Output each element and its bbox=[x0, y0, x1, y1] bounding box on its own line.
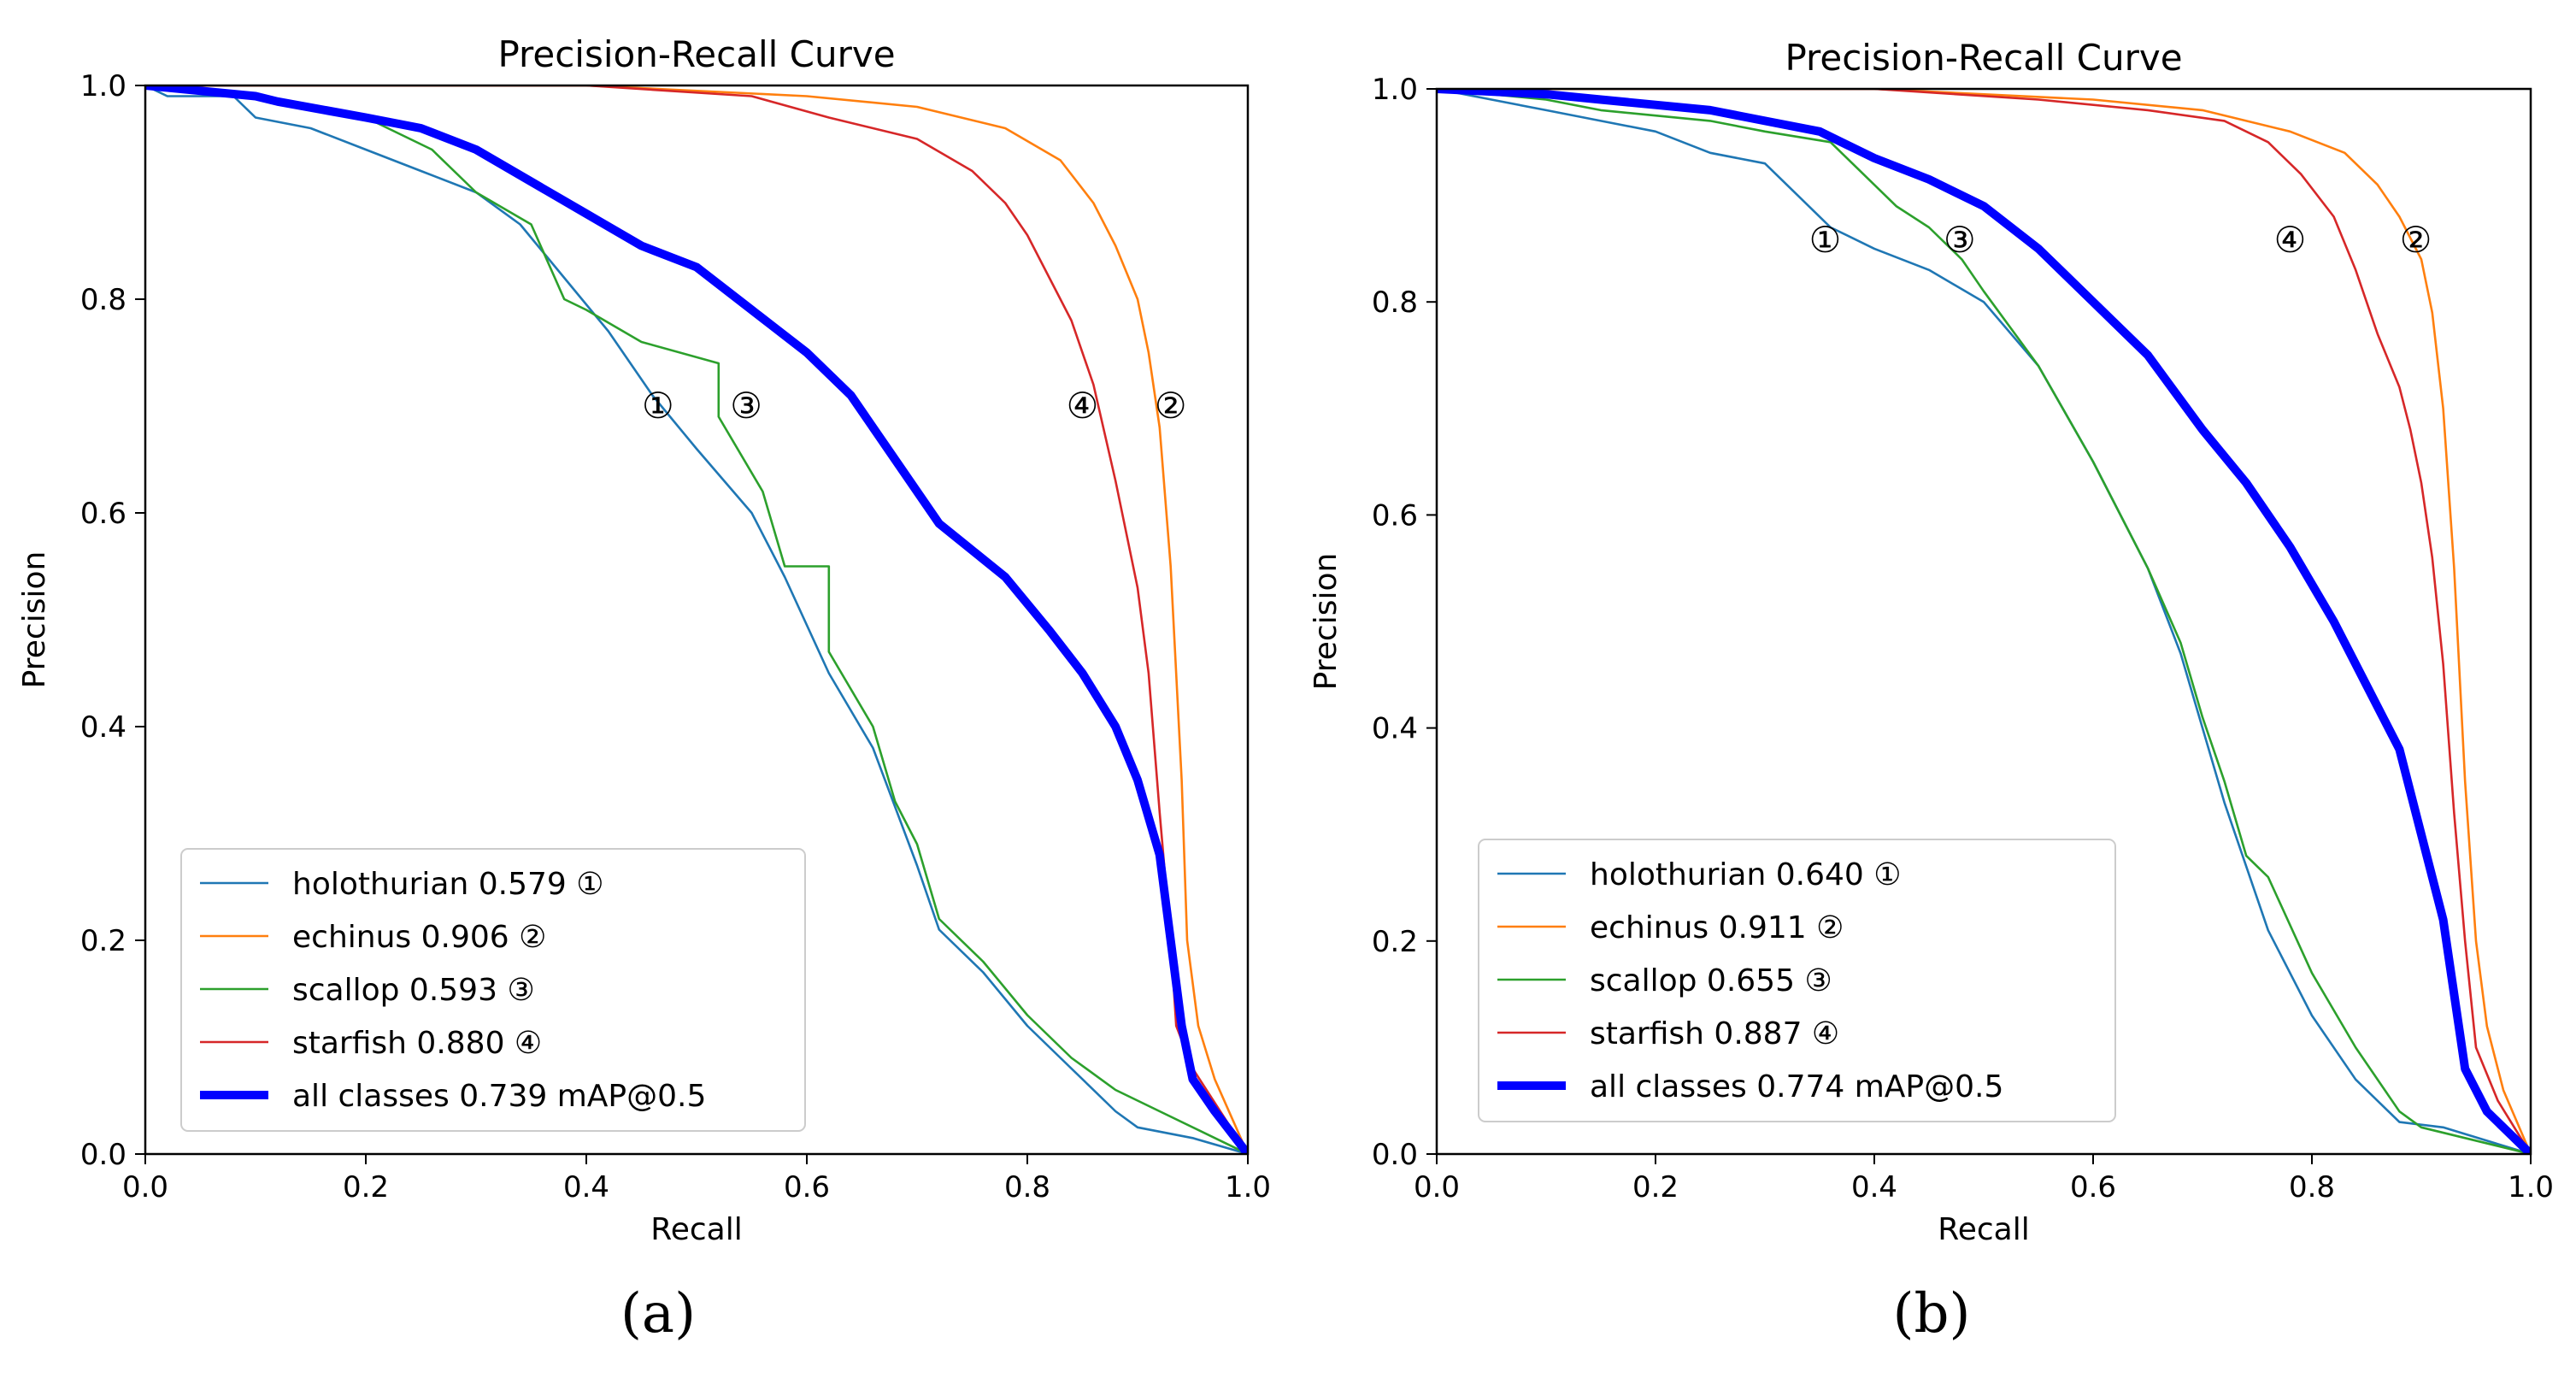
y-tick-label-a-4: 0.8 bbox=[80, 283, 126, 317]
legend-label-b-0: holothurian 0.640 ① bbox=[1590, 857, 1902, 892]
y-tick-label-a-2: 0.4 bbox=[80, 710, 126, 745]
x-tick-label-a-0: 0.0 bbox=[122, 1170, 168, 1204]
chart-panel-b: Precision-Recall Curve 0.0 0.2 0.4 0.6 0.8 1.0… bbox=[1309, 37, 2554, 1247]
chart-title-a: Precision-Recall Curve bbox=[497, 33, 895, 75]
legend-label-a-3: starfish 0.880 ④ bbox=[292, 1026, 542, 1061]
y-tick-label-b-3: 0.6 bbox=[1372, 498, 1418, 533]
x-tick-label-a-5: 1.0 bbox=[1225, 1170, 1271, 1204]
series-line-a-holothurian bbox=[145, 85, 1248, 1154]
x-tick-label-a-3: 0.6 bbox=[784, 1170, 830, 1204]
x-axis-label-b: Recall bbox=[1938, 1212, 2029, 1247]
y-tick-label-b-1: 0.2 bbox=[1372, 925, 1418, 959]
annotation-b-1: ③ bbox=[1944, 219, 1976, 261]
legend-label-b-2: scallop 0.655 ③ bbox=[1590, 963, 1832, 998]
series-line-b-all-classes bbox=[1437, 89, 2531, 1154]
caption-b: (b) bbox=[1892, 1282, 1971, 1346]
series-line-a-echinus bbox=[145, 85, 1248, 1154]
legend-label-a-2: scallop 0.593 ③ bbox=[292, 973, 535, 1008]
annotation-b-2: ④ bbox=[2274, 219, 2307, 261]
annotation-a-1: ③ bbox=[730, 385, 762, 427]
plot-frame-b bbox=[1435, 87, 2532, 1156]
plot-frame-a bbox=[144, 84, 1250, 1156]
x-tick-label-b-4: 0.8 bbox=[2289, 1170, 2335, 1204]
x-tick-label-b-2: 0.4 bbox=[1851, 1170, 1897, 1204]
legend-box-b bbox=[1478, 839, 2116, 1122]
series-line-a-all-classes bbox=[145, 85, 1248, 1154]
x-tick-label-b-3: 0.6 bbox=[2070, 1170, 2116, 1204]
annotation-b-0: ① bbox=[1809, 219, 1842, 261]
legend-label-a-4: all classes 0.739 mAP@0.5 bbox=[292, 1079, 706, 1114]
x-axis-label-a: Recall bbox=[650, 1212, 742, 1247]
annotation-a-0: ① bbox=[642, 385, 674, 427]
legend-label-b-1: echinus 0.911 ② bbox=[1590, 910, 1844, 945]
y-tick-label-b-5: 1.0 bbox=[1372, 73, 1418, 107]
x-tick-label-a-1: 0.2 bbox=[343, 1170, 389, 1204]
y-tick-label-b-0: 0.0 bbox=[1372, 1138, 1418, 1172]
y-tick-label-b-4: 0.8 bbox=[1372, 286, 1418, 320]
x-tick-label-a-2: 0.4 bbox=[563, 1170, 609, 1204]
legend-box-a bbox=[180, 848, 806, 1132]
legend-label-a-1: echinus 0.906 ② bbox=[292, 920, 546, 955]
x-tick-label-b-1: 0.2 bbox=[1632, 1170, 1679, 1204]
y-axis-label-b: Precision bbox=[1309, 553, 1344, 691]
legend-label-a-0: holothurian 0.579 ① bbox=[292, 867, 604, 902]
x-tick-label-b-0: 0.0 bbox=[1414, 1170, 1460, 1204]
legend-label-b-3: starfish 0.887 ④ bbox=[1590, 1016, 1839, 1051]
y-axis-label-a: Precision bbox=[17, 551, 52, 689]
series-line-a-scallop bbox=[145, 85, 1248, 1154]
y-tick-label-a-1: 0.2 bbox=[80, 924, 126, 958]
caption-a: (a) bbox=[620, 1282, 697, 1346]
y-tick-label-b-2: 0.4 bbox=[1372, 712, 1418, 746]
x-tick-label-b-5: 1.0 bbox=[2508, 1170, 2554, 1204]
chart-panel-a: Precision-Recall Curve 0.0 0.2 0.4 0.6 0.8 1.0… bbox=[17, 33, 1271, 1247]
annotation-b-3: ② bbox=[2400, 219, 2432, 261]
y-tick-label-a-5: 1.0 bbox=[80, 69, 126, 103]
y-tick-label-a-0: 0.0 bbox=[80, 1138, 126, 1172]
chart-title-b: Precision-Recall Curve bbox=[1785, 37, 2182, 79]
series-line-b-starfish bbox=[1437, 89, 2531, 1154]
series-line-b-echinus bbox=[1437, 89, 2531, 1154]
legend-label-b-4: all classes 0.774 mAP@0.5 bbox=[1590, 1069, 2003, 1104]
annotation-a-3: ② bbox=[1155, 385, 1187, 427]
y-tick-label-a-3: 0.6 bbox=[80, 497, 126, 531]
x-tick-label-a-4: 0.8 bbox=[1004, 1170, 1050, 1204]
annotation-a-2: ④ bbox=[1067, 385, 1099, 427]
series-line-b-scallop bbox=[1437, 89, 2531, 1154]
